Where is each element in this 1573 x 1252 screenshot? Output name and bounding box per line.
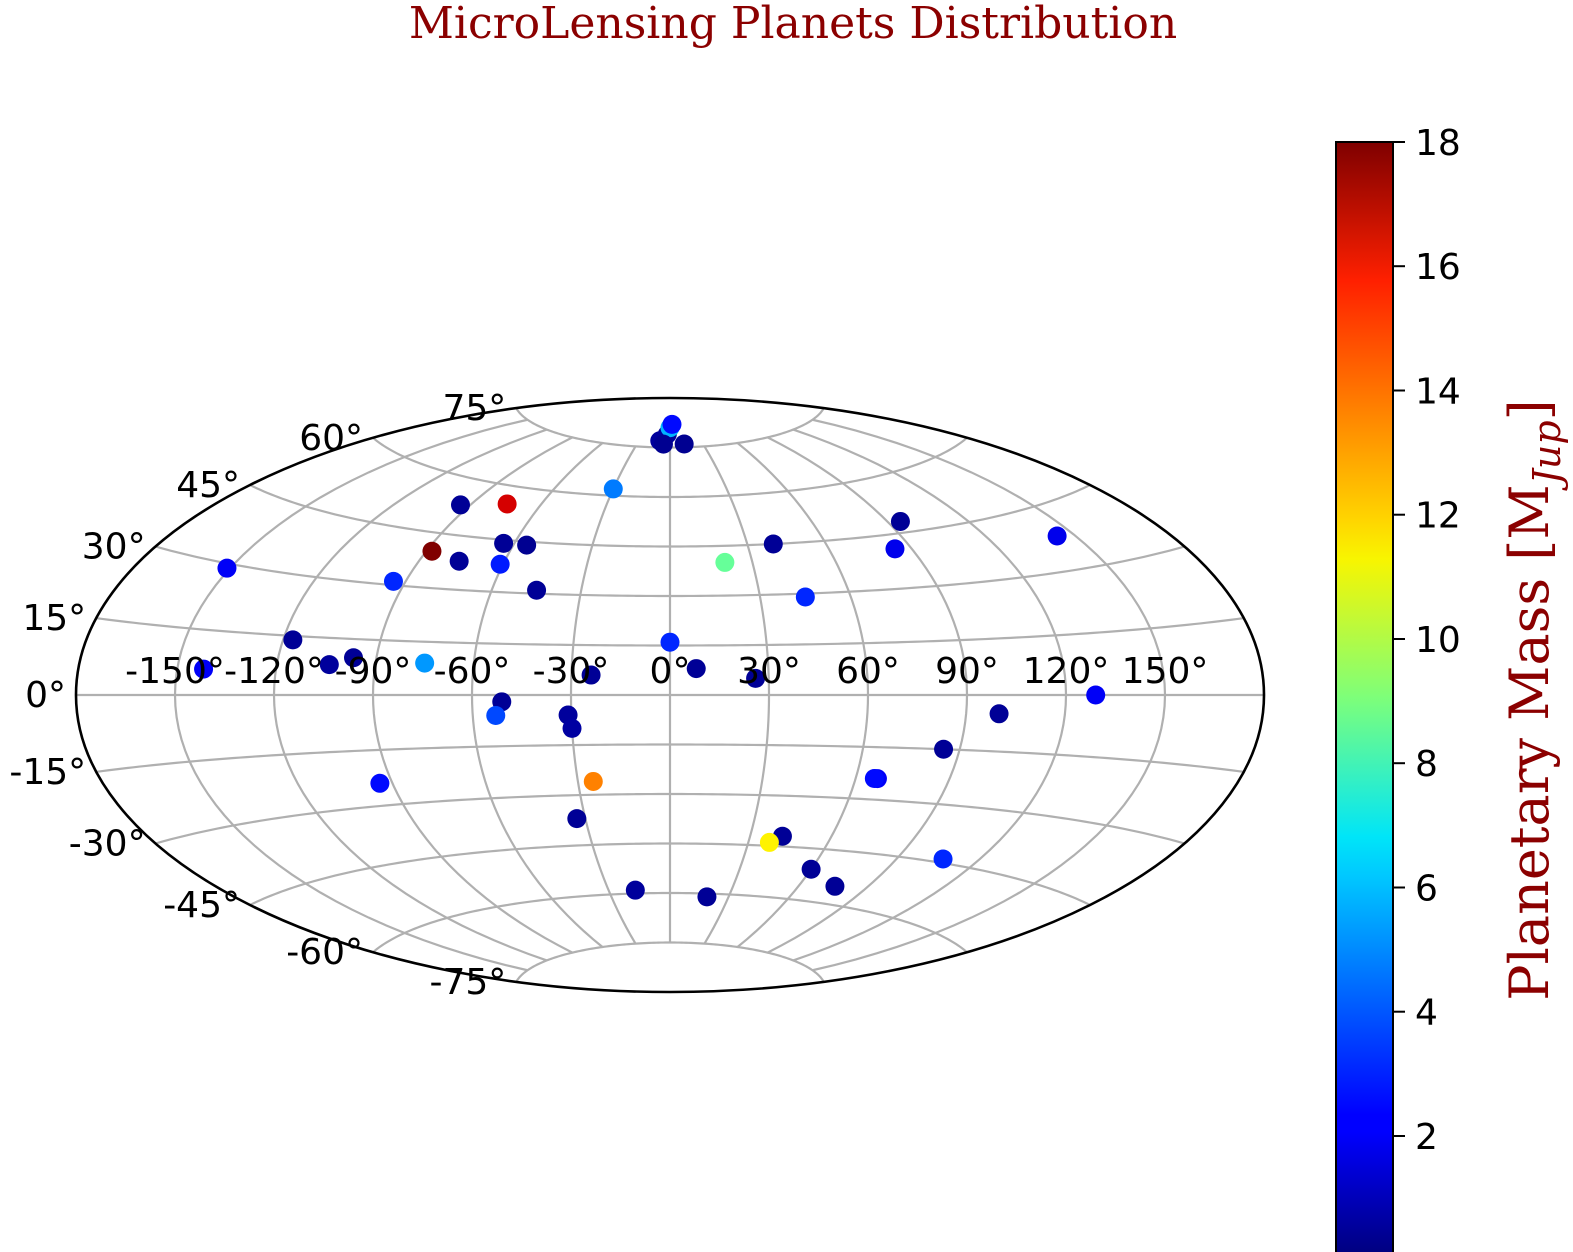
planet-point xyxy=(763,534,783,554)
planet-point xyxy=(581,665,601,685)
longitude-tick-label: 30° xyxy=(737,651,801,692)
planet-point xyxy=(494,533,514,553)
plot-area: -75° -60° -45° -30° -15° 0° 15° 30° 45° 60° 75° -1… xyxy=(9,388,1266,1003)
planet-point xyxy=(686,659,706,679)
longitude-tick-label: 90° xyxy=(935,651,999,692)
longitude-tick-label: -120° xyxy=(224,651,324,692)
latitude-tick-label: -30° xyxy=(69,824,146,865)
latitude-tick-label: -75° xyxy=(429,962,506,1003)
colorbar-tick-label: 4 xyxy=(1415,993,1438,1034)
latitude-tick-label: 60° xyxy=(299,418,363,459)
latitude-tick-label: 45° xyxy=(176,465,240,506)
planet-point xyxy=(497,494,517,514)
planet-point xyxy=(370,773,390,793)
latitude-tick-label: 75° xyxy=(442,388,506,429)
planet-point xyxy=(660,632,680,652)
planet-point xyxy=(825,876,845,896)
data-points xyxy=(194,414,1106,907)
longitude-tick-label: -150° xyxy=(125,651,225,692)
planet-point xyxy=(674,434,694,454)
longitude-tick-label: 60° xyxy=(836,651,900,692)
latitude-tick-label: -60° xyxy=(286,932,363,973)
planet-point xyxy=(653,434,673,454)
colorbar-tick-label: 10 xyxy=(1415,620,1461,661)
planet-point xyxy=(934,739,954,759)
longitude-gridline xyxy=(812,418,1167,972)
planet-point xyxy=(415,653,435,673)
planet-point xyxy=(1086,685,1106,705)
planet-point xyxy=(490,554,510,574)
longitude-tick-label: -30° xyxy=(533,651,610,692)
latitude-tick-label: 15° xyxy=(22,598,86,639)
planet-point xyxy=(527,580,547,600)
planet-point xyxy=(217,558,237,578)
colorbar-tick-label: 18 xyxy=(1415,123,1461,164)
planet-point xyxy=(562,718,582,738)
colorbar-gradient xyxy=(1335,141,1394,1252)
planet-point xyxy=(583,771,603,791)
planet-point xyxy=(864,769,884,789)
longitude-tick-label: 150° xyxy=(1122,651,1209,692)
colorbar-tick-label: 14 xyxy=(1415,372,1461,413)
planet-point xyxy=(715,552,735,572)
colorbar-label-main: Planetary Mass [M xyxy=(1498,484,1561,1000)
planet-point xyxy=(890,511,910,531)
planet-point xyxy=(283,630,303,650)
planet-point xyxy=(486,706,506,726)
gridlines xyxy=(76,407,1264,983)
planet-point xyxy=(517,535,537,555)
planet-point xyxy=(697,887,717,907)
colorbar-tick-label: 2 xyxy=(1415,1117,1438,1158)
planet-point xyxy=(795,587,815,607)
planet-point xyxy=(567,809,587,829)
longitude-tick-label: -60° xyxy=(434,651,511,692)
planet-point xyxy=(662,414,682,434)
planet-point xyxy=(449,551,469,571)
planet-point xyxy=(603,479,623,499)
planet-point xyxy=(450,495,470,515)
colorbar: 2 4 6 8 10 12 14 16 18 Planetary Mass [MJup] xyxy=(1335,123,1569,1252)
latitude-tick-labels: -75° -60° -45° -30° -15° 0° 15° 30° 45° 60° 75° xyxy=(9,388,506,1003)
longitude-tick-label: -90° xyxy=(335,651,412,692)
longitude-gridline xyxy=(569,445,637,945)
longitude-tick-labels: -150° -120° -90° -60° -30° 0° 30° 60° 90° 120° 150… xyxy=(125,651,1208,692)
colorbar-label: Planetary Mass [MJup] xyxy=(1498,399,1569,1000)
planet-point xyxy=(319,655,339,675)
planet-point xyxy=(625,880,645,900)
latitude-tick-label: -15° xyxy=(9,752,86,793)
planet-point xyxy=(759,832,779,852)
planet-point xyxy=(1047,526,1067,546)
latitude-tick-label: 0° xyxy=(25,675,66,716)
colorbar-tick-label: 16 xyxy=(1415,247,1461,288)
chart-title: MicroLensing Planets Distribution xyxy=(409,0,1177,49)
longitude-tick-label: 0° xyxy=(650,651,691,692)
longitude-gridline xyxy=(703,445,771,945)
longitude-gridline xyxy=(767,436,969,954)
colorbar-label-end: ] xyxy=(1498,399,1561,420)
planet-point xyxy=(344,648,363,668)
longitude-gridline xyxy=(272,428,548,962)
planet-point xyxy=(194,659,214,679)
colorbar-tick-label: 6 xyxy=(1415,869,1438,910)
planet-point xyxy=(422,541,442,561)
planet-point xyxy=(933,849,953,869)
planet-point xyxy=(989,704,1009,724)
latitude-tick-label: -45° xyxy=(163,885,240,926)
colorbar-tick-label: 8 xyxy=(1415,744,1438,785)
planet-point xyxy=(801,859,821,879)
longitude-gridline xyxy=(173,418,528,972)
longitude-gridline xyxy=(371,436,573,954)
longitude-tick-label: 120° xyxy=(1023,651,1110,692)
planet-point xyxy=(383,571,403,591)
colorbar-ticks: 2 4 6 8 10 12 14 16 18 xyxy=(1393,123,1461,1158)
longitude-gridline xyxy=(470,442,604,948)
planet-point xyxy=(885,539,905,559)
colorbar-tick-label: 12 xyxy=(1415,496,1461,537)
colorbar-label-subscript: Jup xyxy=(1525,420,1569,491)
longitude-gridline xyxy=(792,428,1068,962)
plot-boundary xyxy=(74,396,1266,994)
latitude-tick-label: 30° xyxy=(82,527,146,568)
planet-point xyxy=(746,668,766,688)
